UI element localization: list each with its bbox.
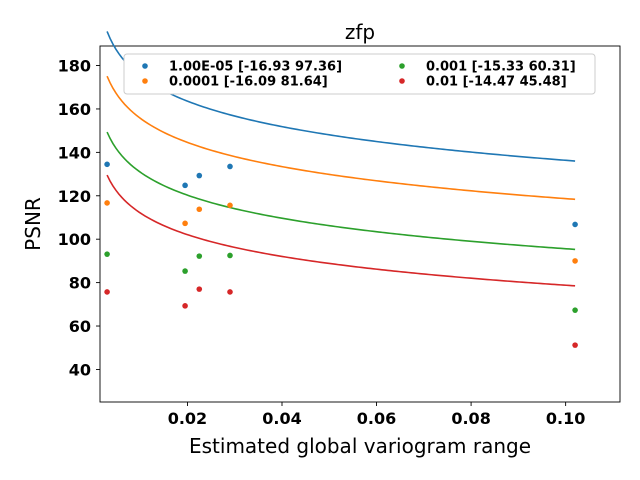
legend-label: 0.01 [-14.47 45.48] (426, 75, 567, 90)
y-tick-label: 60 (69, 317, 91, 336)
y-axis-label: PSNR (21, 197, 45, 251)
legend-marker (399, 78, 405, 84)
data-point-series-2 (104, 251, 110, 257)
x-tick-label: 0.04 (262, 409, 301, 428)
y-tick-label: 180 (58, 57, 91, 76)
legend-marker (142, 78, 148, 84)
data-point-series-0 (227, 163, 233, 170)
x-axis-label: Estimated global variogram range (189, 434, 531, 458)
data-point-series-2 (227, 252, 233, 259)
data-point-series-2 (572, 307, 578, 313)
legend-label: 0.001 [-15.33 60.31] (426, 60, 576, 75)
data-points (104, 161, 578, 348)
axis-ticks: 0.02 0.04 0.06 0.08 0.10 40 60 80 100 120 140 160 18… (58, 57, 586, 428)
data-point-series-0 (182, 182, 188, 189)
fit-curve-series-3 (106, 174, 576, 287)
fit-curve-series-2 (106, 131, 576, 251)
data-point-series-3 (104, 289, 110, 295)
y-tick-label: 100 (58, 230, 91, 249)
fit-curve-series-0 (106, 31, 576, 162)
legend-marker (399, 63, 405, 69)
data-point-series-1 (227, 202, 233, 209)
legend: 1.00E-05 [-16.93 97.36]0.0001 [-16.09 81… (123, 53, 596, 95)
data-point-series-1 (182, 220, 188, 227)
data-point-series-0 (104, 161, 110, 168)
data-point-series-3 (227, 289, 233, 295)
x-tick-label: 0.08 (451, 409, 490, 428)
fit-curve-series-1 (106, 75, 576, 201)
data-point-series-2 (182, 268, 188, 274)
y-tick-label: 140 (58, 143, 91, 162)
plot-area (99, 45, 621, 403)
legend-box (123, 53, 596, 95)
data-point-series-3 (572, 342, 578, 348)
data-point-series-0 (572, 221, 578, 228)
data-point-series-1 (196, 206, 203, 213)
x-tick-label: 0.06 (357, 409, 396, 428)
data-point-series-0 (196, 172, 203, 179)
chart-title: zfp (345, 20, 375, 44)
data-point-series-3 (196, 286, 203, 292)
legend-marker (142, 63, 148, 69)
legend-label: 0.0001 [-16.09 81.64] (169, 75, 328, 90)
y-tick-label: 80 (69, 274, 91, 293)
x-tick-label: 0.10 (546, 409, 585, 428)
data-point-series-3 (182, 303, 188, 309)
data-point-series-1 (572, 258, 578, 264)
data-point-series-2 (196, 253, 203, 259)
y-tick-label: 160 (58, 100, 91, 119)
data-point-series-1 (104, 200, 110, 206)
fit-curves (106, 31, 576, 287)
y-tick-label: 40 (69, 360, 91, 379)
legend-label: 1.00E-05 [-16.93 97.36] (169, 60, 342, 75)
y-tick-label: 120 (58, 187, 91, 206)
x-tick-label: 0.02 (168, 409, 207, 428)
